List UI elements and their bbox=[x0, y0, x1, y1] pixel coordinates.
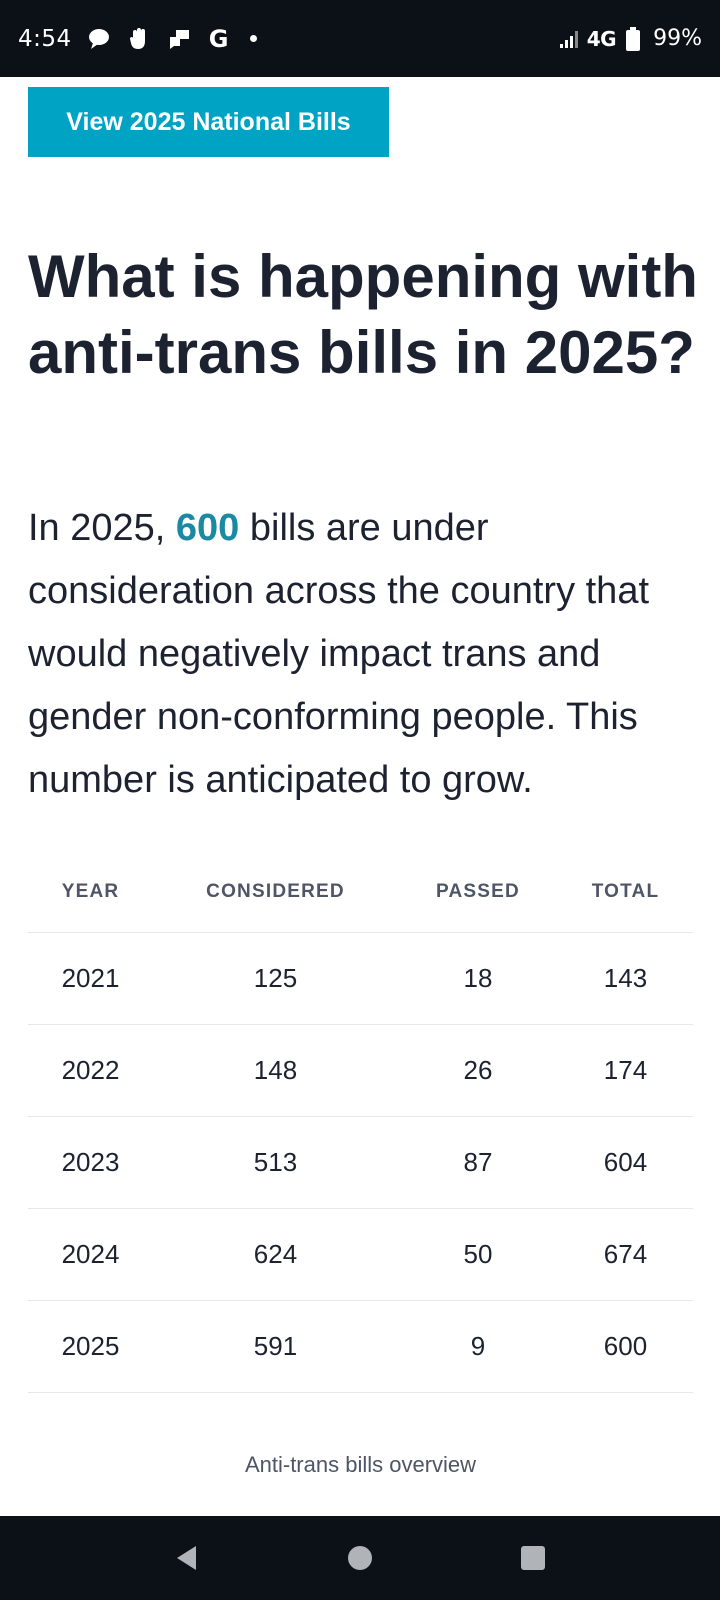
table-caption: Anti-trans bills overview bbox=[244, 1452, 477, 1477]
network-label: 4G bbox=[586, 26, 617, 51]
message-icon bbox=[166, 26, 192, 52]
cell-year: 2023 bbox=[28, 1116, 153, 1209]
battery-percentage: 99% bbox=[653, 26, 702, 51]
hand-icon bbox=[126, 26, 152, 52]
status-time: 4:54 bbox=[18, 25, 72, 52]
home-button[interactable] bbox=[330, 1528, 390, 1588]
page-title: What is happening with anti-trans bills … bbox=[28, 243, 698, 386]
bills-table: YEAR CONSIDERED PASSED TOTAL 2021 125 18… bbox=[28, 852, 693, 1393]
google-icon: G bbox=[208, 24, 229, 53]
view-national-bills-button[interactable]: View 2025 National Bills bbox=[28, 87, 389, 157]
cell-considered: 125 bbox=[153, 932, 398, 1025]
status-bar: 4:54 G 4G 99% bbox=[0, 0, 720, 77]
cell-year: 2022 bbox=[28, 1024, 153, 1117]
table-row: 2021 125 18 143 bbox=[28, 932, 693, 1025]
navigation-bar bbox=[0, 1516, 720, 1600]
recents-icon bbox=[521, 1546, 546, 1570]
chat-bubble-icon bbox=[86, 26, 112, 52]
status-left: 4:54 G bbox=[18, 24, 257, 53]
back-button[interactable] bbox=[157, 1528, 217, 1588]
cell-passed: 87 bbox=[398, 1116, 558, 1209]
cell-year: 2024 bbox=[28, 1208, 153, 1301]
header-total: TOTAL bbox=[558, 852, 693, 933]
intro-prefix: In 2025, bbox=[28, 507, 176, 549]
header-passed: PASSED bbox=[398, 852, 558, 933]
table-header-row: YEAR CONSIDERED PASSED TOTAL bbox=[28, 852, 693, 933]
cell-considered: 148 bbox=[153, 1024, 398, 1117]
battery-icon bbox=[620, 26, 646, 52]
cell-year: 2025 bbox=[28, 1300, 153, 1393]
cell-considered: 591 bbox=[153, 1300, 398, 1393]
signal-icon bbox=[557, 26, 583, 52]
home-icon bbox=[347, 1546, 372, 1570]
table-row: 2025 591 9 600 bbox=[28, 1300, 693, 1393]
table-row: 2022 148 26 174 bbox=[28, 1024, 693, 1117]
cell-passed: 18 bbox=[398, 932, 558, 1025]
cell-passed: 50 bbox=[398, 1208, 558, 1301]
cell-passed: 9 bbox=[398, 1300, 558, 1393]
cell-total: 174 bbox=[558, 1024, 693, 1117]
cell-total: 674 bbox=[558, 1208, 693, 1301]
table-row: 2023 513 87 604 bbox=[28, 1116, 693, 1209]
intro-highlight-count: 600 bbox=[175, 507, 240, 549]
intro-paragraph: In 2025, 600 bills are under considerati… bbox=[28, 497, 712, 812]
page-content[interactable]: View 2025 National Bills What is happeni… bbox=[0, 77, 720, 1516]
cell-passed: 26 bbox=[398, 1024, 558, 1117]
cell-considered: 513 bbox=[153, 1116, 398, 1209]
notification-dot-icon bbox=[249, 35, 257, 42]
cell-total: 143 bbox=[558, 932, 693, 1025]
recents-button[interactable] bbox=[503, 1528, 563, 1588]
cell-total: 600 bbox=[558, 1300, 693, 1393]
cell-total: 604 bbox=[558, 1116, 693, 1209]
cell-considered: 624 bbox=[153, 1208, 398, 1301]
header-year: YEAR bbox=[28, 852, 153, 933]
cell-year: 2021 bbox=[28, 932, 153, 1025]
header-considered: CONSIDERED bbox=[153, 852, 398, 933]
table-row: 2024 624 50 674 bbox=[28, 1208, 693, 1301]
status-right: 4G 99% bbox=[557, 26, 702, 52]
intro-suffix: bills are under consideration across the… bbox=[28, 507, 650, 801]
back-icon bbox=[176, 1546, 196, 1570]
